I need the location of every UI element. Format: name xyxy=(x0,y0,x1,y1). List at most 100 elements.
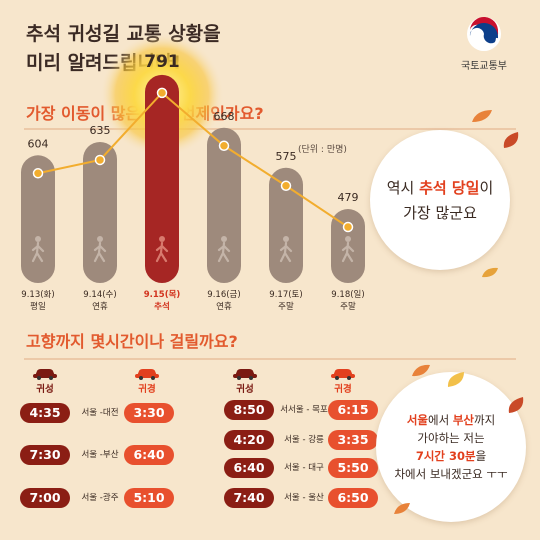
trend-line xyxy=(37,91,349,228)
value-label: 791 xyxy=(144,52,180,72)
bubble2-seoul: 서울 xyxy=(406,413,428,427)
bar xyxy=(83,141,117,283)
tick-sublabel: 연휴 xyxy=(216,302,232,312)
return-time: 3:35 xyxy=(328,430,378,450)
walker-icon xyxy=(217,241,231,263)
comment-bubble: 서울에서 부산까지 가야하는 저는 7시간 30분을 차에서 보내겠군요 ㅜㅜ xyxy=(376,372,526,522)
trend-point xyxy=(218,140,230,152)
legend-return-label: 귀경 xyxy=(334,384,352,395)
tick-label: 9.13(화) xyxy=(21,290,54,300)
bubble1-prefix: 역시 xyxy=(386,179,420,197)
bubble2-line4: 차에서 보내겠군요 ㅜㅜ xyxy=(394,467,508,481)
leaf-icon xyxy=(472,110,492,122)
car-icon xyxy=(331,369,355,380)
return-time: 6:50 xyxy=(328,488,378,508)
home-time: 7:30 xyxy=(20,445,70,465)
home-time: 7:00 xyxy=(20,488,70,508)
value-label: 479 xyxy=(338,191,359,204)
return-time: 5:10 xyxy=(124,488,174,508)
route-label: 서울 - 대구 xyxy=(284,463,324,473)
trend-point xyxy=(32,168,44,179)
tick-sublabel: 평일 xyxy=(30,301,46,312)
walker-icon xyxy=(31,241,45,263)
bubble1-highlight: 추석 당일 xyxy=(419,179,480,197)
tick-label: 9.16(금) xyxy=(207,290,240,300)
value-label: 575 xyxy=(276,150,297,163)
tick-label: 9.15(목) xyxy=(144,290,181,300)
legend-home-right: 귀성 xyxy=(225,368,265,395)
section2-title: 고향까지 몇시간이나 걸릴까요? xyxy=(26,332,238,351)
legend-home-label: 귀성 xyxy=(36,384,54,395)
walker-icon xyxy=(341,241,355,263)
legend-return-label: 귀경 xyxy=(138,384,156,395)
trend-point xyxy=(94,154,106,166)
bubble2-line2: 가야하는 저는 xyxy=(417,431,485,445)
route-label: 서울 - 울산 xyxy=(284,493,324,503)
taegeuk-emblem-icon xyxy=(467,16,501,51)
walker-icon xyxy=(283,236,289,242)
section2-divider xyxy=(24,358,516,360)
bar xyxy=(21,155,55,283)
legend-home-label: 귀성 xyxy=(236,384,254,395)
bubble2-text: 을 xyxy=(475,449,487,463)
bar xyxy=(145,74,179,284)
return-time: 3:30 xyxy=(124,403,174,423)
tick-label: 9.18(일) xyxy=(331,290,364,300)
route-label: 서울 -부산 xyxy=(81,450,119,460)
tick-sublabel: 주말 xyxy=(278,301,294,312)
leaf-icon xyxy=(482,267,498,278)
home-time: 4:35 xyxy=(20,403,70,423)
tick-sublabel: 주말 xyxy=(340,301,356,312)
home-time: 7:40 xyxy=(224,488,274,508)
value-label: 668 xyxy=(214,110,235,123)
home-time: 6:40 xyxy=(224,458,274,478)
legend-return-left: 귀경 xyxy=(127,368,167,395)
bar xyxy=(207,127,241,283)
return-time: 6:40 xyxy=(124,445,174,465)
travel-volume-chart: 604 9.13(화)평일 635 9.14(수) 연휴 791 9.15(목)추석 668 9… xyxy=(21,32,365,312)
return-time: 6:15 xyxy=(328,400,378,420)
bubble2-busan: 부산 xyxy=(452,413,474,427)
value-label: 635 xyxy=(90,124,111,137)
bubble2-text: 에서 xyxy=(428,413,453,427)
legend-return-right: 귀경 xyxy=(323,368,363,395)
car-icon xyxy=(33,369,57,380)
tick-label: 9.14(수) xyxy=(83,290,116,300)
ministry-logo: 국토교통부 xyxy=(448,14,520,72)
trend-point xyxy=(342,221,354,233)
value-label: 604 xyxy=(28,137,49,150)
bubble1-line2: 가장 많군요 xyxy=(403,204,477,222)
walker-icon xyxy=(345,236,351,242)
leaf-icon xyxy=(394,503,410,514)
tick-sublabel: 연휴 xyxy=(92,302,108,312)
route-label: 서울 -광주 xyxy=(81,493,119,503)
trend-point xyxy=(280,180,292,191)
walker-icon xyxy=(97,236,103,242)
home-time: 4:20 xyxy=(224,430,274,450)
home-time: 8:50 xyxy=(224,400,274,420)
walker-icon xyxy=(159,236,165,242)
walker-icon xyxy=(35,236,41,242)
bubble2-text: 까지 xyxy=(474,413,496,427)
legend-home-left: 귀성 xyxy=(25,368,65,395)
walker-icon xyxy=(93,241,107,263)
route-label: 서울 -대전 xyxy=(81,408,119,418)
leaf-icon xyxy=(447,372,464,387)
unit-label: (단위 : 만명) xyxy=(298,145,347,155)
walker-icon xyxy=(279,241,293,263)
car-icon xyxy=(233,369,257,380)
route-label: 서서울 - 목포 xyxy=(280,405,328,415)
route-label: 서울 - 강릉 xyxy=(284,435,324,445)
tick-sublabel: 추석 xyxy=(154,301,170,312)
section1-divider xyxy=(24,128,516,130)
return-time: 5:50 xyxy=(328,458,378,478)
leaf-icon xyxy=(412,364,430,377)
bar xyxy=(269,167,303,283)
tick-label: 9.17(토) xyxy=(269,290,302,300)
trend-point xyxy=(156,87,168,99)
bubble2-duration: 7시간 30분 xyxy=(415,449,476,463)
leaf-icon xyxy=(508,397,524,413)
walker-icon xyxy=(221,236,227,242)
bubble1-suffix: 이 xyxy=(479,179,494,197)
walker-icon xyxy=(155,241,169,263)
